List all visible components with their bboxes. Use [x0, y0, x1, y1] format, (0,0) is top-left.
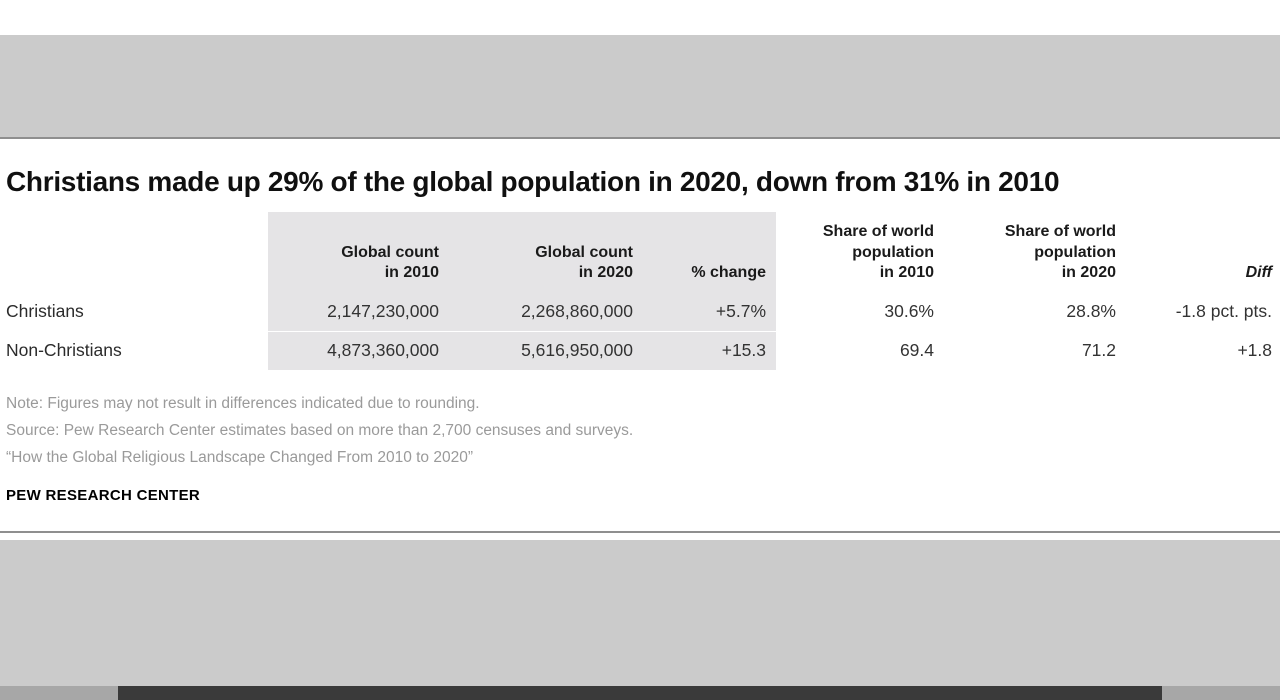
data-table: Global count in 2010 Global count in 202… — [6, 211, 1274, 372]
top-gray-band — [0, 35, 1280, 137]
footnotes: Note: Figures may not result in differen… — [6, 391, 1274, 471]
col-header-share-2020: Share of world population in 2020 — [944, 212, 1126, 293]
header-line: population — [852, 243, 934, 261]
note-rounding: Note: Figures may not result in differen… — [6, 395, 480, 413]
header-line: in 2020 — [1061, 264, 1116, 282]
header-line: Share of world — [822, 222, 934, 240]
header-line: % change — [691, 264, 766, 282]
cell-non-christians-diff: +1.8 — [1126, 331, 1274, 372]
cell-non-christians-global-count-2020: 5,616,950,000 — [449, 331, 643, 372]
note-source: Source: Pew Research Center estimates ba… — [6, 421, 634, 439]
cell-christians-share-2010: 30.6% — [776, 293, 944, 333]
cell-non-christians-share-2020: 71.2 — [944, 331, 1126, 372]
row-label-christians: Christians — [6, 293, 268, 333]
note-report-title: “How the Global Religious Landscape Chan… — [6, 448, 474, 466]
header-line: Global count — [535, 243, 633, 261]
top-white-margin — [0, 0, 1280, 35]
table-row: Christians 2,147,230,000 2,268,860,000 +… — [6, 293, 1274, 333]
top-divider-rule — [0, 137, 1280, 139]
col-header-share-2010: Share of world population in 2010 — [776, 212, 944, 293]
pew-research-center-wordmark: PEW RESEARCH CENTER — [6, 487, 201, 505]
row-label-non-christians: Non-Christians — [6, 331, 268, 372]
bottom-edge-dark-strip — [118, 686, 1162, 700]
chart-card: Christians made up 29% of the global pop… — [0, 139, 1280, 531]
cell-non-christians-share-2010: 69.4 — [776, 331, 944, 372]
chart-title: Christians made up 29% of the global pop… — [6, 166, 1060, 197]
bottom-edge-left — [0, 686, 118, 700]
col-header-global-count-2020: Global count in 2020 — [449, 211, 643, 294]
col-header-group — [6, 212, 268, 293]
bottom-white-gap — [0, 533, 1280, 540]
header-line: Global count — [341, 243, 439, 261]
cell-non-christians-global-count-2010: 4,873,360,000 — [268, 331, 449, 372]
header-line: Share of world — [1004, 222, 1116, 240]
bottom-divider-rule — [0, 531, 1280, 533]
cell-christians-diff: -1.8 pct. pts. — [1126, 293, 1274, 333]
header-line: Diff — [1245, 264, 1272, 282]
bottom-edge-right — [1162, 686, 1280, 700]
bottom-edge — [0, 686, 1280, 700]
header-row: Global count in 2010 Global count in 202… — [6, 211, 1274, 294]
header-line: in 2010 — [384, 264, 439, 282]
header-line: in 2020 — [578, 264, 633, 282]
cell-christians-global-count-2020: 2,268,860,000 — [449, 293, 643, 333]
table-row: Non-Christians 4,873,360,000 5,616,950,0… — [6, 331, 1274, 372]
bottom-gray-band — [0, 540, 1280, 686]
col-header-global-count-2010: Global count in 2010 — [268, 211, 449, 294]
cell-christians-global-count-2010: 2,147,230,000 — [268, 293, 449, 333]
header-line: in 2010 — [879, 264, 934, 282]
col-header-pct-change: % change — [643, 211, 776, 294]
header-line: population — [1034, 243, 1116, 261]
cell-christians-share-2020: 28.8% — [944, 293, 1126, 333]
col-header-diff: Diff — [1126, 212, 1274, 293]
cell-christians-pct-change: +5.7% — [643, 293, 776, 333]
cell-non-christians-pct-change: +15.3 — [643, 331, 776, 372]
